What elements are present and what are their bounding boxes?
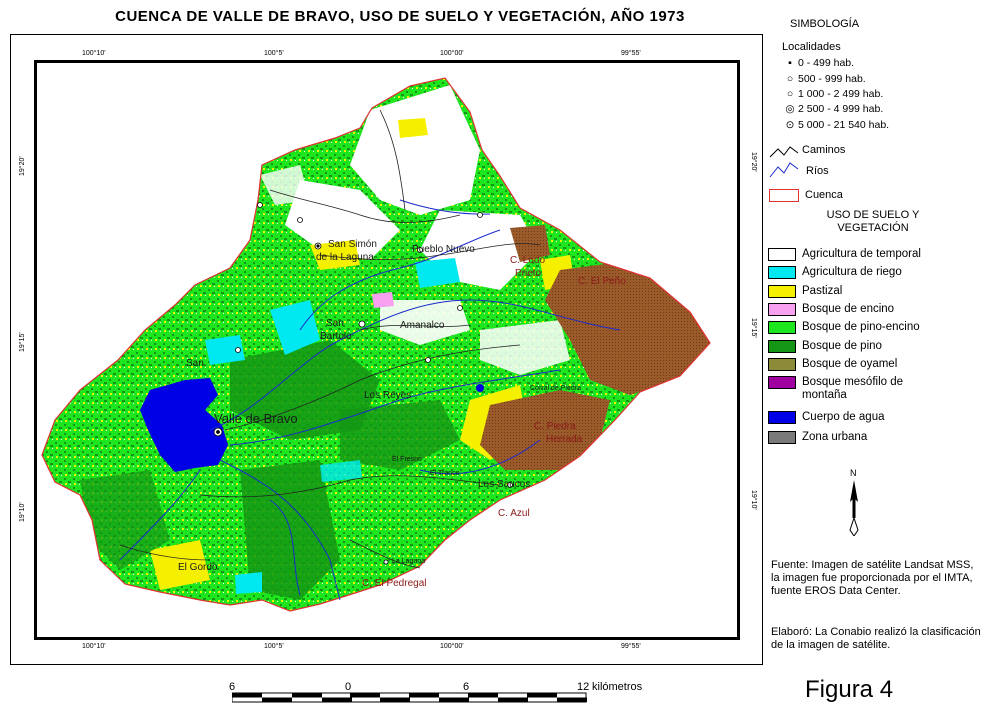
legend-swatch xyxy=(768,431,796,444)
place-pueblo-nuevo: Pueblo Nuevo xyxy=(412,244,475,255)
figure-label: Figura 4 xyxy=(805,676,894,703)
loc-symbol-icon: ◎ xyxy=(785,103,795,115)
cuenca-outline xyxy=(41,77,711,612)
lon-label-bottom-3: 100°00' xyxy=(440,643,464,650)
place-valle-de-bravo: Valle de Bravo xyxy=(214,411,298,426)
loc-label: 1 000 - 2 499 hab. xyxy=(798,88,884,100)
legend-class-label: Bosque mesófilo de xyxy=(802,376,904,388)
legend-class-label: Cuerpo de agua xyxy=(802,411,885,423)
place-san-bartolo-2: Bartolo xyxy=(320,331,352,342)
peak-piedra-herrada: C. Piedra xyxy=(534,421,576,432)
legend-swatch xyxy=(768,358,796,371)
lon-label-top-3: 100°00' xyxy=(440,50,464,57)
place-el-fresno: El Fresno xyxy=(392,456,422,463)
loc-row-2: ○ 500 - 999 hab. xyxy=(782,73,866,85)
legend-title: SIMBOLOGÍA xyxy=(790,18,860,30)
legend-class-label: Pastizal xyxy=(802,285,843,297)
uso-title-line1: USO DE SUELO Y xyxy=(826,209,920,221)
legend-swatch xyxy=(768,340,796,353)
rios-icon xyxy=(769,162,799,178)
place-de-la-laguna: de la Laguna xyxy=(316,252,374,263)
legend-cuenca: Cuenca xyxy=(805,189,843,201)
peak-el-peno: C. El Peño xyxy=(578,276,626,287)
lon-label-bottom-2: 100°5' xyxy=(264,643,284,650)
legend-swatch xyxy=(768,266,796,279)
scale-label-6: 6 xyxy=(463,681,470,693)
scale-label-left: 6 xyxy=(229,681,236,693)
scale-bar xyxy=(232,692,587,703)
peak-lodo-prieto-2: Prieto xyxy=(515,268,542,279)
legend-class-label: Bosque de encino xyxy=(802,303,895,315)
land-cover xyxy=(42,78,710,611)
localidades-title: Localidades xyxy=(782,41,841,53)
loc-label: 5 000 - 21 540 hab. xyxy=(798,119,890,131)
basin-map xyxy=(41,77,711,612)
rivers xyxy=(119,199,621,601)
place-la-laguna: La Laguna xyxy=(392,558,426,565)
legend-class-label: Bosque de oyamel xyxy=(802,358,898,370)
loc-row-1: ▪ 0 - 499 hab. xyxy=(782,57,854,69)
legend-class-label: Bosque de pino-encino xyxy=(802,321,920,333)
cuenca-swatch xyxy=(769,189,799,202)
legend-rios: Ríos xyxy=(806,165,829,177)
loc-symbol-icon: ○ xyxy=(786,88,794,100)
legend-class-label: Agricultura de riego xyxy=(802,266,902,278)
loc-row-5: ⊙ 5 000 - 21 540 hab. xyxy=(782,119,889,131)
legend-swatch xyxy=(768,376,796,389)
place-el-gordo: El Gordo xyxy=(178,562,218,573)
legend-swatch xyxy=(768,411,796,424)
map-title: CUENCA DE VALLE DE BRAVO, USO DE SUELO Y… xyxy=(115,8,685,25)
north-arrow-icon xyxy=(849,480,859,536)
scale-label-zero: 0 xyxy=(345,681,352,693)
peak-el-pedregal: C. El Pedregal xyxy=(362,578,427,589)
lon-label-top-1: 100°10' xyxy=(82,50,106,57)
legend-class-label: Zona urbana xyxy=(802,431,868,443)
north-label: N xyxy=(850,468,857,478)
lon-label-top-4: 99°55' xyxy=(621,50,641,57)
loc-label: 2 500 - 4 999 hab. xyxy=(798,103,884,115)
loc-symbol-icon: ⊙ xyxy=(785,119,795,131)
place-san-simon: San Simón xyxy=(328,239,377,250)
loc-symbol-icon: ▪ xyxy=(788,57,792,69)
map-neatline xyxy=(34,60,740,640)
peak-lodo-prieto: C. Lodo xyxy=(510,255,546,266)
place-el-tronco: El Tronco xyxy=(430,470,460,477)
lon-label-bottom-4: 99°55' xyxy=(621,643,641,650)
place-san: San xyxy=(186,358,204,369)
loc-row-3: ○ 1 000 - 2 499 hab. xyxy=(782,88,883,100)
lon-label-bottom-1: 100°10' xyxy=(82,643,106,650)
place-san-bartolo: San xyxy=(326,318,344,329)
legend-swatch xyxy=(768,285,796,298)
place-corral-de-piedra: Corral de Piedra xyxy=(530,385,581,392)
legend-class-label: Agricultura de temporal xyxy=(802,248,921,260)
place-los-saucos: Los Saucos xyxy=(478,479,531,490)
legend-swatch xyxy=(768,321,796,334)
uso-title: USO DE SUELO Y VEGETACIÓN xyxy=(768,209,978,235)
roads xyxy=(119,109,541,569)
place-los-reyes: Los Reyes xyxy=(364,390,412,401)
peak-azul: C. Azul xyxy=(498,508,530,519)
place-amanalco: Amanalco xyxy=(400,320,445,331)
loc-label: 0 - 499 hab. xyxy=(798,57,855,69)
legend-line-icons xyxy=(769,146,799,178)
caminos-icon xyxy=(769,146,799,158)
lon-label-top-2: 100°5' xyxy=(264,50,284,57)
scale-unit: kilómetros xyxy=(592,681,643,693)
legend-swatch xyxy=(768,248,796,261)
legend-swatch xyxy=(768,303,796,316)
credit-text: Elaboró: La Conabio realizó la clasifica… xyxy=(771,626,981,651)
loc-symbol-icon: ○ xyxy=(786,73,794,85)
loc-label: 500 - 999 hab. xyxy=(798,73,866,85)
legend-class-label: Bosque de pino xyxy=(802,340,882,352)
uso-title-line2: VEGETACIÓN xyxy=(837,222,909,234)
legend-class-label-line2: montaña xyxy=(802,389,847,401)
legend-caminos: Caminos xyxy=(802,144,846,156)
peak-piedra-herrada-2: Herrada xyxy=(546,434,583,445)
localities xyxy=(213,202,513,565)
map-frame xyxy=(10,34,763,665)
loc-row-4: ◎ 2 500 - 4 999 hab. xyxy=(782,103,883,115)
source-text: Fuente: Imagen de satélite Landsat MSS, … xyxy=(771,559,974,597)
scale-label-12: 12 xyxy=(577,681,590,693)
